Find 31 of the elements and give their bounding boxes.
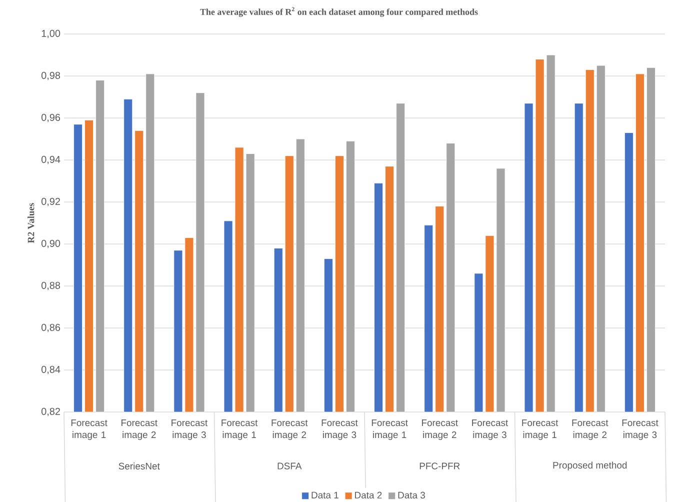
legend-label: Data 1 [312,492,338,498]
y-tick-label: 0,90 [41,240,60,248]
x-tick-label: Forecast image 2 [272,420,308,440]
y-tick-label: 0,84 [41,366,60,374]
text: SeriesNet [118,462,160,470]
y-tick-label: 0,96 [41,114,60,122]
chart-title: The average values of R$^{2}$ on each dataset among four compared methods [200,7,478,17]
x-tick-label: Forecast image 3 [322,420,358,440]
x-tick-label: Forecast image 3 [172,420,208,440]
y-tick-label: 0,86 [41,324,60,332]
y-tick-label: 0,98 [41,72,60,80]
text: Proposed method [553,462,627,470]
y-tick-label: 0,82 [41,408,60,416]
y-tick-label: 0,92 [41,198,60,206]
x-tick-label: Forecast image 1 [71,420,108,440]
x-tick-label: Forecast image 1 [522,420,558,440]
legend-label: Data 3 [398,492,425,499]
x-tick-label: Forecast image 3 [472,420,508,440]
text: DSFA [278,462,302,470]
x-tick-label: Forecast image 2 [122,420,158,440]
y-tick-label: 0,88 [41,282,60,290]
y-tick-label: 0,94 [41,156,60,164]
y-tick-label: 1,00 [42,30,60,38]
text: PFC-PFR [420,462,460,470]
x-tick-label: Forecast image 3 [622,420,658,440]
x-tick-label: Forecast image 1 [372,420,408,440]
y-axis-title: R2 Values [28,203,34,244]
x-tick-label: Forecast image 1 [222,420,258,440]
x-tick-label: Forecast image 2 [572,420,608,440]
legend-label: Data 2 [355,492,382,499]
x-tick-label: Forecast image 2 [422,420,458,440]
